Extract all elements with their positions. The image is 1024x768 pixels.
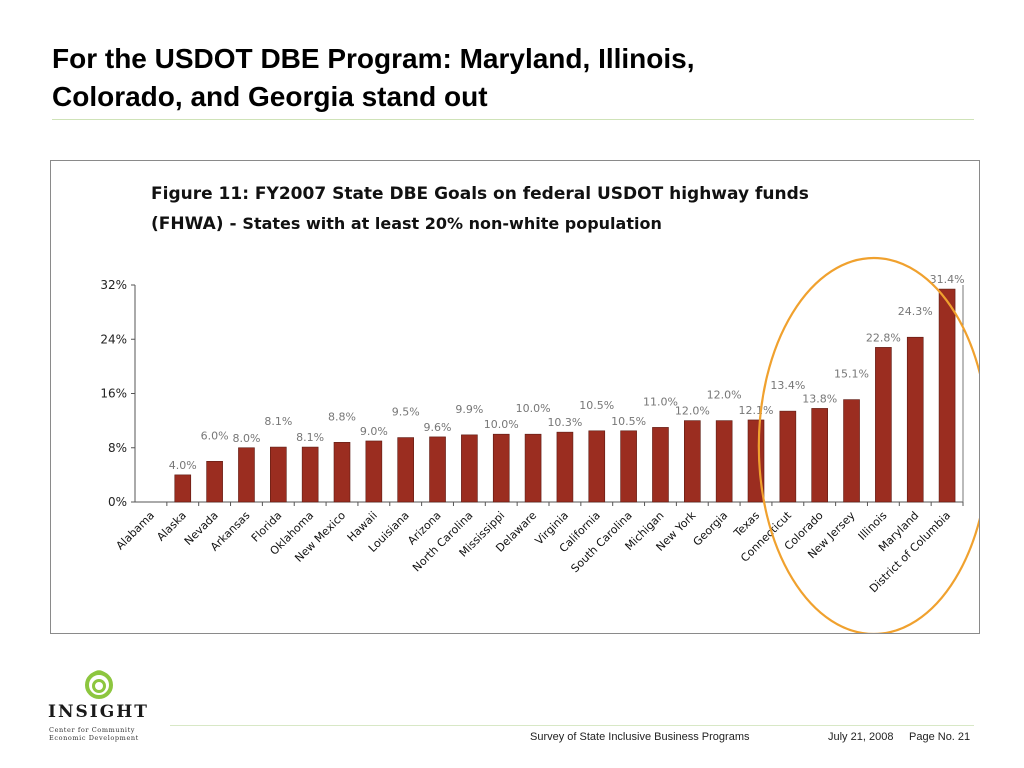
bar-district-of-columbia: [938, 288, 956, 503]
figure-title-line2: (FHWA) - States with at least 20% non-wh…: [151, 209, 911, 239]
logo-subtitle-line1: Center for Community: [49, 726, 136, 734]
footer-divider: [170, 725, 974, 726]
bar-oklahoma: [301, 446, 319, 503]
y-tick-label: 8%: [108, 441, 127, 455]
footer-survey: Survey of State Inclusive Business Progr…: [530, 731, 750, 743]
bar-florida: [270, 446, 287, 503]
bar-new-jersey: [843, 399, 860, 503]
data-label: 24.3%: [898, 305, 933, 318]
data-label: 9.0%: [360, 425, 388, 438]
figure-title-line1: Figure 11: FY2007 State DBE Goals on fed…: [151, 184, 809, 204]
data-label: 8.0%: [232, 432, 260, 445]
data-label: 10.3%: [547, 416, 582, 429]
bar-illinois: [875, 347, 892, 503]
logo-subtitle: Center for Community Economic Developmen…: [49, 726, 159, 742]
data-label: 9.5%: [392, 406, 420, 419]
insight-ring-icon: [85, 670, 113, 699]
bar-delaware: [524, 433, 542, 503]
bar-mississippi: [492, 433, 510, 503]
footer-date: July 21, 2008: [828, 731, 894, 743]
bar-michigan: [652, 427, 669, 503]
bar-arizona: [429, 436, 446, 503]
data-label: 4.0%: [169, 459, 197, 472]
data-label: 12.0%: [675, 405, 710, 418]
bar-new-york: [684, 420, 701, 503]
data-label: 13.8%: [802, 392, 837, 405]
y-tick-label: 0%: [108, 495, 127, 509]
logo-wordmark: INSIGHT: [48, 702, 149, 722]
y-tick-label: 24%: [100, 332, 127, 346]
data-label: 6.0%: [201, 429, 229, 442]
figure-title-prefix: (FHWA) -: [151, 214, 243, 234]
data-label: 10.0%: [516, 402, 551, 415]
data-label: 9.9%: [455, 403, 483, 416]
highlight-oval: [757, 256, 979, 633]
data-label: 8.8%: [328, 410, 356, 423]
bar-north-carolina: [461, 434, 478, 503]
data-label: 10.0%: [484, 418, 519, 431]
bar-arkansas: [238, 447, 255, 503]
y-tick-label: 32%: [100, 278, 127, 292]
data-label: 11.0%: [643, 395, 678, 408]
data-label: 12.1%: [739, 404, 774, 417]
figure-title-suffix: States with at least 20% non-white popul…: [242, 214, 662, 233]
data-label: 10.5%: [611, 415, 646, 428]
bar-south-carolina: [620, 430, 637, 503]
figure-title: Figure 11: FY2007 State DBE Goals on fed…: [151, 179, 911, 239]
bar-colorado: [811, 408, 828, 503]
bar-connecticut: [779, 410, 797, 503]
bar-alaska: [174, 474, 192, 503]
data-label: 13.4%: [770, 379, 805, 392]
figure-frame: 0% 8% 16% 24% 32% Alabama 4.0% Alaska 6.0% Nevada…: [50, 160, 980, 634]
bar-maryland: [906, 336, 924, 503]
bar-georgia: [715, 420, 733, 503]
footer-page: Page No. 21: [909, 731, 971, 743]
slide-title: For the USDOT DBE Program: Maryland, Ill…: [52, 40, 952, 116]
data-label: 8.1%: [296, 431, 324, 444]
data-label: 15.1%: [834, 368, 869, 381]
data-label: 10.5%: [579, 399, 614, 412]
y-tick-label: 16%: [100, 387, 127, 401]
data-label: 9.6%: [424, 421, 452, 434]
bar-new-mexico: [333, 442, 351, 503]
slide-title-line2: Colorado, and Georgia stand out: [52, 81, 488, 112]
bar-chart: 0%8%16%24%32%Alabama4.0%Alaska6.0%Nevada…: [100, 256, 979, 633]
data-label: 12.0%: [707, 389, 742, 402]
data-label: 22.8%: [866, 331, 901, 344]
x-tick-label: Georgia: [691, 509, 731, 549]
insight-logo: INSIGHT Center for Community Economic De…: [48, 666, 158, 746]
bar-california: [588, 430, 606, 503]
logo-subtitle-line2: Economic Development: [49, 734, 139, 742]
data-label: 31.4%: [930, 273, 965, 286]
bar-louisiana: [397, 437, 414, 503]
slide-title-line1: For the USDOT DBE Program: Maryland, Ill…: [52, 43, 695, 74]
x-tick-label: Alabama: [114, 509, 157, 552]
bar-hawaii: [365, 440, 383, 503]
title-divider: [52, 119, 974, 120]
bar-nevada: [206, 461, 223, 503]
bar-virginia: [556, 431, 574, 503]
data-label: 8.1%: [264, 415, 292, 428]
